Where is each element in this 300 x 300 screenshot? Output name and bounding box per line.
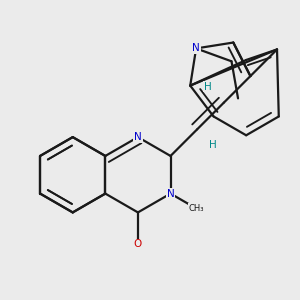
Text: N: N	[167, 189, 174, 199]
Text: H: H	[204, 82, 212, 92]
Text: CH₃: CH₃	[188, 204, 204, 213]
Text: N: N	[192, 44, 200, 53]
Text: N: N	[134, 132, 142, 142]
Text: H: H	[209, 140, 217, 150]
Text: O: O	[134, 239, 142, 249]
